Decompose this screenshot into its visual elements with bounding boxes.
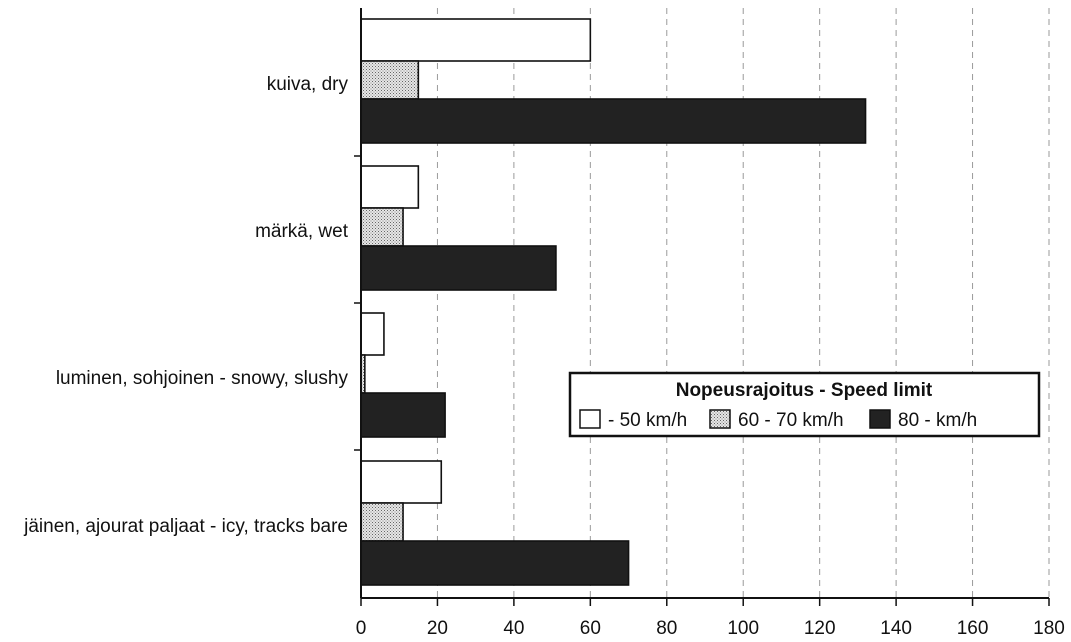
bar-50: [360, 18, 592, 62]
bar-60-70: [360, 502, 404, 542]
category-label: märkä, wet: [255, 221, 349, 242]
bar-80: [360, 392, 446, 438]
legend-swatch-50: [579, 409, 601, 429]
x-tick-label: 0: [356, 618, 367, 639]
bar-80: [360, 98, 867, 144]
legend-title: Nopeusrajoitus - Speed limit: [676, 380, 933, 401]
legend-label-50: - 50 km/h: [608, 410, 687, 431]
legend-label-60-70: 60 - 70 km/h: [738, 410, 844, 431]
bar-50: [360, 312, 385, 356]
legend-label-80: 80 - km/h: [898, 410, 977, 431]
bars: [360, 18, 867, 586]
category-label: kuiva, dry: [267, 74, 349, 95]
bar-50: [360, 460, 443, 504]
legend-box: [568, 371, 1041, 438]
bar-80: [360, 540, 630, 586]
legend-swatch-60-70: [709, 409, 731, 429]
x-tick-label: 180: [1033, 618, 1065, 639]
labels: 0 20 40 60 80 100 120 140 160 180 kuiva, dry märkä,…: [23, 74, 1065, 639]
category-label: jäinen, ajourat paljaat - icy, tracks ba…: [23, 516, 348, 537]
legend: Nopeusrajoitus - Speed limit - 50 km/h 6…: [568, 371, 1041, 438]
category-label: luminen, sohjoinen - snowy, slushy: [56, 368, 349, 389]
x-tick-label: 80: [656, 618, 677, 639]
bar-60-70: [360, 207, 404, 247]
x-tick-label: 160: [957, 618, 989, 639]
x-tick-label: 120: [804, 618, 836, 639]
bar-60-70: [360, 60, 420, 100]
gridlines: [436, 8, 1050, 598]
x-tick-label: 140: [880, 618, 912, 639]
legend-swatch-80: [869, 409, 891, 429]
x-tick-label: 100: [727, 618, 759, 639]
x-tick-label: 40: [503, 618, 524, 639]
axes: [354, 8, 1050, 606]
bar-50: [360, 165, 420, 209]
x-tick-label: 60: [580, 618, 601, 639]
bar-80: [360, 245, 557, 291]
x-tick-label: 20: [427, 618, 448, 639]
